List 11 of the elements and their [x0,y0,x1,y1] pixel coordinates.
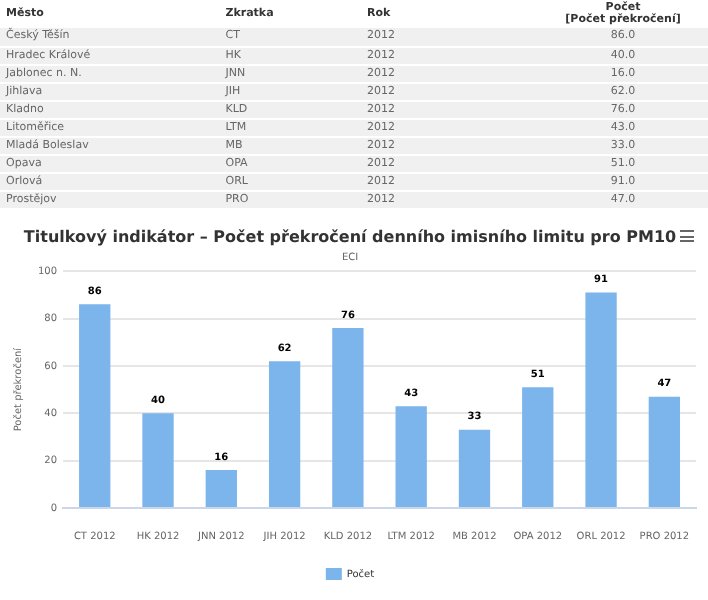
bar [79,304,111,507]
bar [142,413,174,507]
bar [268,361,301,507]
bar [395,406,427,507]
bar [522,387,554,507]
bar [332,328,364,507]
bar [585,292,617,507]
chart-title: Titulkový indikátor – Počet překročení denního imisního limitu pro PM10 [23,227,678,246]
bar [458,429,491,507]
bar [205,470,237,507]
bar [648,396,681,507]
